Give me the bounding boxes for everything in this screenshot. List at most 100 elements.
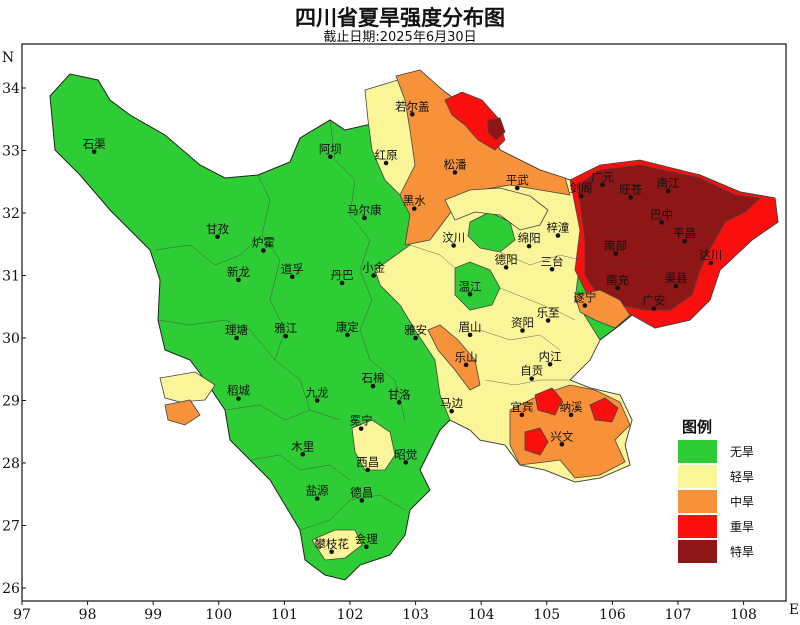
- city-dot: [529, 376, 535, 381]
- city-dot: [413, 335, 418, 341]
- city-name: 石棉: [361, 371, 384, 385]
- city-name: 旺苍: [619, 182, 642, 196]
- region-light-north-strip: [444, 187, 549, 231]
- city-name: 盐源: [306, 484, 329, 498]
- city-dot: [559, 441, 565, 447]
- city-dot: [665, 188, 671, 194]
- city-dot: [362, 215, 367, 221]
- city-marker: 巴中: [650, 207, 673, 225]
- city-name: 炉霍: [252, 236, 275, 250]
- city-dot: [682, 238, 687, 244]
- city-dot: [568, 412, 574, 418]
- city-name: 广元: [591, 170, 614, 184]
- city-dot: [283, 333, 289, 339]
- y-axis-unit: N: [2, 50, 14, 66]
- y-tick-label: 27: [2, 519, 20, 535]
- city-marker: 遂宁: [573, 291, 596, 308]
- city-marker: 黑水: [403, 194, 426, 211]
- city-marker: 甘洛: [388, 387, 411, 405]
- city-name: 马尔康: [347, 203, 382, 217]
- region-moderate-leshan: [427, 324, 481, 391]
- city-name: 攀枝花: [314, 537, 349, 551]
- city-dot: [403, 460, 409, 465]
- city-name: 平昌: [673, 226, 696, 240]
- city-marker: 纳溪: [560, 400, 583, 418]
- region-moderate-guangan: [574, 289, 631, 329]
- city-dot: [339, 280, 345, 286]
- city-name: 乐至: [537, 306, 560, 320]
- city-marker: 梓潼: [546, 221, 570, 238]
- city-name: 宜宾: [510, 400, 533, 414]
- region-severe-south-3: [524, 427, 549, 456]
- city-marker: 眉山: [459, 320, 482, 338]
- city-dot: [236, 396, 241, 401]
- city-dot: [520, 328, 525, 333]
- region-severe-south-2: [589, 397, 619, 423]
- region-light-west-1: [159, 371, 216, 403]
- city-dot: [91, 149, 97, 155]
- x-tick-label: 101: [271, 607, 298, 623]
- city-name: 德阳: [495, 252, 518, 266]
- city-dot: [555, 233, 561, 238]
- city-name: 资阳: [511, 316, 534, 330]
- city-name: 小金: [362, 261, 385, 275]
- city-marker: 红原: [375, 148, 398, 166]
- city-name: 道孚: [281, 262, 304, 276]
- city-name: 温江: [459, 279, 482, 293]
- city-marker: 雅江: [274, 321, 298, 339]
- city-name: 渠县: [665, 271, 688, 285]
- city-dot: [383, 160, 389, 166]
- city-dot: [582, 303, 588, 308]
- legend-swatch: [678, 490, 717, 513]
- city-dot: [547, 361, 553, 367]
- city-marker: 汶川: [442, 231, 465, 248]
- city-dot: [519, 412, 525, 418]
- city-marker: 德昌: [350, 486, 373, 503]
- city-dot: [345, 332, 350, 338]
- city-name: 眉山: [459, 320, 482, 334]
- city-marker: 南江: [657, 176, 680, 194]
- city-name: 红原: [375, 148, 398, 162]
- city-name: 会理: [355, 532, 378, 546]
- city-marker: 马边: [440, 396, 464, 414]
- city-name: 雅安: [404, 323, 427, 337]
- region-severe-south-1: [534, 387, 563, 416]
- region-extreme-ruoergai: [487, 117, 506, 141]
- city-dot: [615, 285, 620, 291]
- legend-label: 中旱: [730, 494, 754, 509]
- city-marker: 炉霍: [252, 236, 275, 253]
- city-name: 阿坝: [319, 142, 342, 156]
- city-marker: 广元: [591, 170, 615, 188]
- city-name: 汶川: [442, 231, 465, 245]
- map-subtitle: 截止日期:2025年6月30日: [323, 30, 477, 45]
- x-tick-label: 105: [533, 607, 560, 623]
- city-marker: 会理: [355, 532, 378, 550]
- legend-title: 图例: [682, 418, 712, 436]
- city-name: 广安: [642, 294, 665, 308]
- city-name: 南充: [606, 273, 629, 287]
- region-no-drought-chengdu: [454, 261, 501, 311]
- y-tick-label: 26: [2, 581, 20, 597]
- map-title: 四川省夏旱强度分布图: [295, 6, 505, 30]
- city-name: 昭觉: [394, 447, 417, 461]
- city-marker: 雅安: [404, 323, 427, 341]
- city-name: 绵阳: [518, 231, 541, 245]
- city-dot: [526, 243, 532, 249]
- legend-label: 轻旱: [730, 470, 754, 484]
- city-marker: 马尔康: [347, 203, 382, 221]
- legend-label: 重旱: [730, 520, 754, 534]
- city-dot: [358, 426, 364, 431]
- city-name: 德昌: [350, 486, 373, 500]
- city-dot: [467, 332, 473, 338]
- county-boundaries: [154, 119, 721, 531]
- city-marker: 木里: [291, 439, 314, 457]
- city-marker: 平昌: [673, 226, 696, 244]
- city-name: 遂宁: [573, 291, 596, 305]
- city-marker: 西昌: [356, 455, 379, 473]
- city-dot: [328, 154, 333, 160]
- city-name: 石渠: [83, 137, 106, 151]
- x-tick-label: 100: [205, 607, 232, 623]
- city-name: 甘孜: [206, 222, 229, 236]
- region-light-west-2: [164, 399, 201, 426]
